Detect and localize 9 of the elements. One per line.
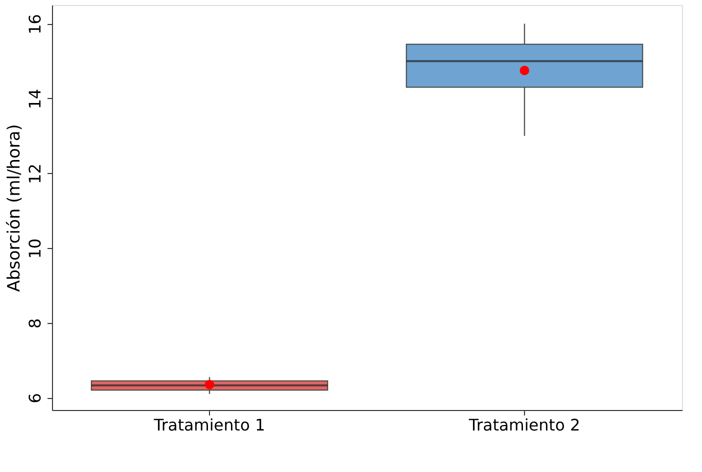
y-tick-label: 14 bbox=[26, 88, 44, 110]
y-tick-label: 12 bbox=[26, 164, 44, 184]
y-axis-title: Absorción (ml/hora) bbox=[4, 124, 24, 292]
y-tick-label: 10 bbox=[26, 238, 44, 259]
y-tick-label: 16 bbox=[26, 14, 44, 34]
y-tick-label: 6 bbox=[26, 393, 44, 404]
x-tick-label: Tratamiento 2 bbox=[468, 416, 580, 434]
x-tick-label: Tratamiento 1 bbox=[152, 416, 266, 434]
y-tick-label: 8 bbox=[26, 318, 44, 328]
